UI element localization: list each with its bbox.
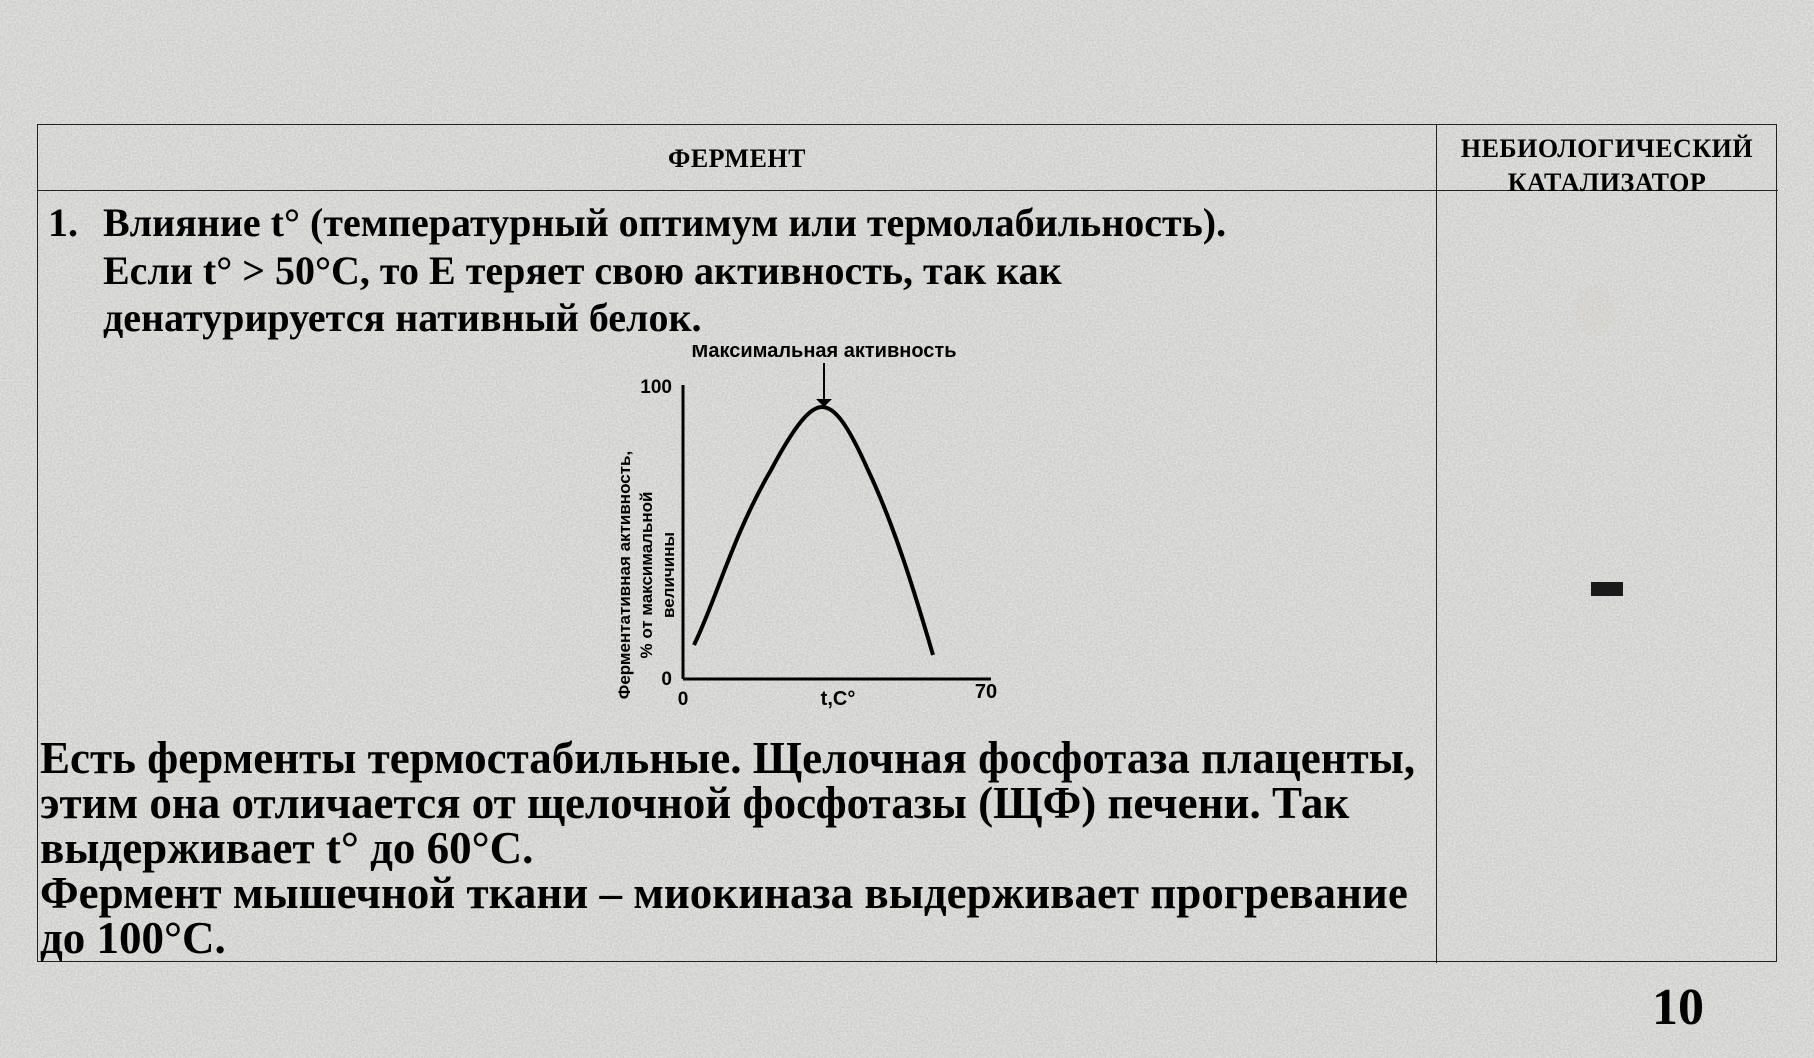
svg-text:t,C°: t,C° <box>821 688 856 710</box>
svg-text:Ферментативная активность,: Ферментативная активность, <box>615 451 634 699</box>
svg-text:100: 100 <box>640 377 672 398</box>
svg-text:70: 70 <box>975 681 997 703</box>
svg-text:Максимальная активность: Максимальная активность <box>691 345 956 362</box>
svg-text:величины: величины <box>659 532 678 618</box>
svg-text:0: 0 <box>678 689 689 710</box>
svg-text:% от максимальной: % от максимальной <box>637 491 656 658</box>
svg-text:0: 0 <box>661 669 672 690</box>
